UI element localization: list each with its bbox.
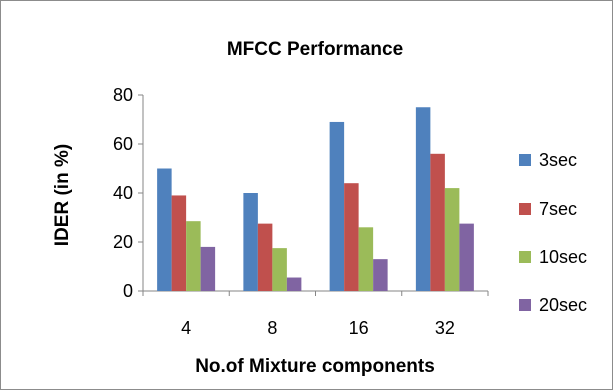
bar: [200, 246, 216, 291]
bar: [286, 277, 302, 291]
bar: [373, 259, 388, 291]
bar: [186, 221, 201, 291]
x-tick-label: 32: [435, 318, 455, 338]
x-tick-label: 8: [267, 318, 277, 338]
legend-label: 20sec: [539, 295, 587, 315]
bar: [171, 195, 187, 291]
x-tick-label: 16: [349, 318, 369, 338]
bar: [358, 227, 374, 291]
bar: [415, 107, 431, 291]
chart-title: MFCC Performance: [227, 39, 403, 60]
y-tick-label: 20: [113, 232, 133, 252]
bar: [272, 248, 287, 291]
legend-label: 7sec: [539, 199, 577, 219]
legend-label: 10sec: [539, 247, 587, 267]
y-tick-label: 60: [113, 134, 133, 154]
x-axis-title: No.of Mixture components: [195, 356, 435, 377]
x-tick-label: 4: [181, 318, 191, 338]
y-tick-label: 0: [123, 281, 133, 301]
bar: [344, 183, 359, 291]
x-axis: 4 8 16 32: [142, 290, 489, 338]
legend-label: 3sec: [539, 150, 577, 170]
bar: [243, 193, 258, 291]
y-tick-label: 40: [113, 183, 133, 203]
bar: [444, 188, 460, 291]
y-axis-title: IDER (in %): [52, 144, 73, 246]
bar: [430, 153, 445, 291]
y-tick-label: 80: [113, 85, 133, 105]
bars: [157, 107, 474, 291]
legend-swatch: [519, 299, 531, 311]
legend-swatch: [519, 251, 531, 263]
bar: [157, 168, 172, 291]
legend-swatch: [519, 203, 531, 215]
legend: 3sec 7sec 10sec 20sec: [519, 150, 587, 315]
bar: [459, 223, 474, 291]
bar: [329, 121, 345, 291]
y-axis: 0 20 40 60 80: [113, 85, 144, 301]
legend-swatch: [519, 154, 531, 166]
bar: [257, 223, 273, 291]
